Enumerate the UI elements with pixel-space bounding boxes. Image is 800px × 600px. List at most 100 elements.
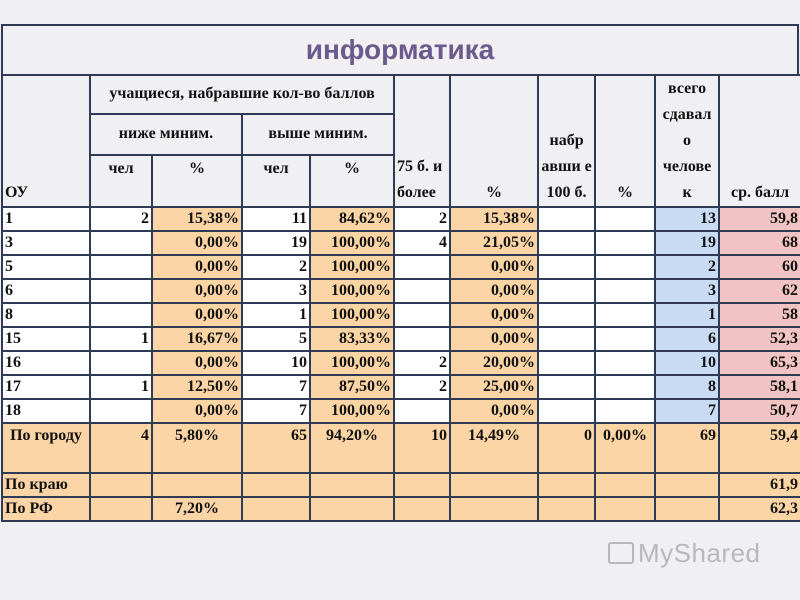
cell-pct2: 100,00%	[308, 230, 396, 256]
cell-b75	[393, 472, 452, 498]
header-chel-above: чел	[241, 154, 311, 208]
cell-pct1: 15,38%	[151, 206, 243, 232]
cell-b75	[393, 254, 452, 280]
cell-ou: 18	[1, 398, 91, 424]
cell-chel1	[89, 230, 153, 256]
cell-b100: 0	[537, 422, 597, 474]
cell-total: 13	[654, 206, 721, 232]
table-row: 1 2 15,38% 11 84,62% 2 15,38% 13 59,8	[1, 206, 800, 232]
table-row: 5 0,00% 2 100,00% 0,00% 2 60	[1, 254, 800, 280]
cell-chel1	[89, 472, 153, 498]
cell-pct75	[449, 472, 540, 498]
cell-b100	[537, 496, 597, 522]
cell-ou: 17	[1, 374, 91, 400]
cell-pct75: 0,00%	[449, 302, 540, 328]
cell-chel2	[241, 496, 311, 522]
cell-pct100	[594, 254, 657, 280]
table-row: 8 0,00% 1 100,00% 0,00% 1 58	[1, 302, 800, 328]
cell-pct1: 0,00%	[151, 398, 243, 424]
cell-pct75: 0,00%	[449, 278, 540, 304]
table-row: 16 0,00% 10 100,00% 2 20,00% 10 65,3	[1, 350, 800, 376]
cell-b100	[537, 254, 597, 280]
cell-pct100	[594, 302, 657, 328]
table-row: 17 1 12,50% 7 87,50% 2 25,00% 8 58,1	[1, 374, 800, 400]
cell-pct1: 7,20%	[151, 496, 243, 522]
cell-total: 69	[654, 422, 721, 474]
header-ou: ОУ	[1, 74, 91, 208]
cell-total: 1	[654, 302, 721, 328]
cell-chel1	[89, 254, 153, 280]
header-pct-above: %	[308, 154, 396, 208]
cell-total: 3	[654, 278, 721, 304]
cell-avg: 62	[718, 278, 800, 304]
cell-chel2: 19	[241, 230, 311, 256]
cell-chel1	[89, 398, 153, 424]
cell-b100	[537, 206, 597, 232]
cell-b100	[537, 350, 597, 376]
cell-chel1	[89, 302, 153, 328]
cell-b100	[537, 472, 597, 498]
cell-ou: По городу	[1, 422, 91, 474]
cell-ou: По краю	[1, 472, 91, 498]
cell-chel2: 3	[241, 278, 311, 304]
cell-avg: 52,3	[718, 326, 800, 352]
table-row: 15 1 16,67% 5 83,33% 0,00% 6 52,3	[1, 326, 800, 352]
watermark-text: MyShared	[638, 538, 761, 568]
cell-avg: 59,4	[718, 422, 800, 474]
cell-pct75	[449, 496, 540, 522]
cell-pct2: 100,00%	[308, 278, 396, 304]
cell-ou: 6	[1, 278, 91, 304]
cell-pct100	[594, 206, 657, 232]
cell-ou: 5	[1, 254, 91, 280]
cell-chel1: 4	[89, 422, 153, 474]
cell-pct2: 100,00%	[308, 350, 396, 376]
cell-total: 8	[654, 374, 721, 400]
cell-chel2: 65	[241, 422, 311, 474]
cell-pct100: 0,00%	[594, 422, 657, 474]
cell-b75	[393, 278, 452, 304]
cell-pct1: 0,00%	[151, 302, 243, 328]
cell-chel2: 5	[241, 326, 311, 352]
cell-pct2: 83,33%	[308, 326, 396, 352]
cell-b75: 2	[393, 374, 452, 400]
cell-b100	[537, 302, 597, 328]
watermark: MyShared	[608, 538, 761, 569]
cell-pct75: 14,49%	[449, 422, 540, 474]
cell-pct1: 0,00%	[151, 350, 243, 376]
cell-pct75: 15,38%	[449, 206, 540, 232]
cell-avg: 68	[718, 230, 800, 256]
cell-pct100	[594, 472, 657, 498]
cell-b100	[537, 398, 597, 424]
cell-chel2: 7	[241, 374, 311, 400]
cell-pct75: 20,00%	[449, 350, 540, 376]
cell-total: 10	[654, 350, 721, 376]
cell-chel2: 2	[241, 254, 311, 280]
cell-b75: 4	[393, 230, 452, 256]
cell-pct75: 0,00%	[449, 398, 540, 424]
results-table: ОУ учащиеся, набравшие кол-во баллов 75 …	[1, 74, 800, 522]
cell-pct2: 84,62%	[308, 206, 396, 232]
table-row: 18 0,00% 7 100,00% 0,00% 7 50,7	[1, 398, 800, 424]
cell-avg: 50,7	[718, 398, 800, 424]
header-below: ниже миним.	[89, 112, 243, 157]
header-above: выше миним.	[240, 112, 396, 157]
cell-pct100	[594, 374, 657, 400]
cell-ou: 3	[1, 230, 91, 256]
cell-pct100	[594, 496, 657, 522]
cell-pct100	[594, 278, 657, 304]
cell-chel1	[89, 278, 153, 304]
cell-pct2: 100,00%	[308, 302, 396, 328]
cell-ou: 16	[1, 350, 91, 376]
cell-total: 7	[654, 398, 721, 424]
cell-ou: 1	[1, 206, 91, 232]
cell-pct2: 87,50%	[308, 374, 396, 400]
cell-avg: 65,3	[718, 350, 800, 376]
cell-b100	[537, 326, 597, 352]
header-chel-below: чел	[89, 154, 153, 208]
cell-chel2: 10	[241, 350, 311, 376]
header-75: 75 б. и более	[393, 74, 452, 208]
cell-pct1: 12,50%	[151, 374, 243, 400]
cell-total	[654, 472, 721, 498]
cell-total: 2	[654, 254, 721, 280]
cell-ou: 8	[1, 302, 91, 328]
